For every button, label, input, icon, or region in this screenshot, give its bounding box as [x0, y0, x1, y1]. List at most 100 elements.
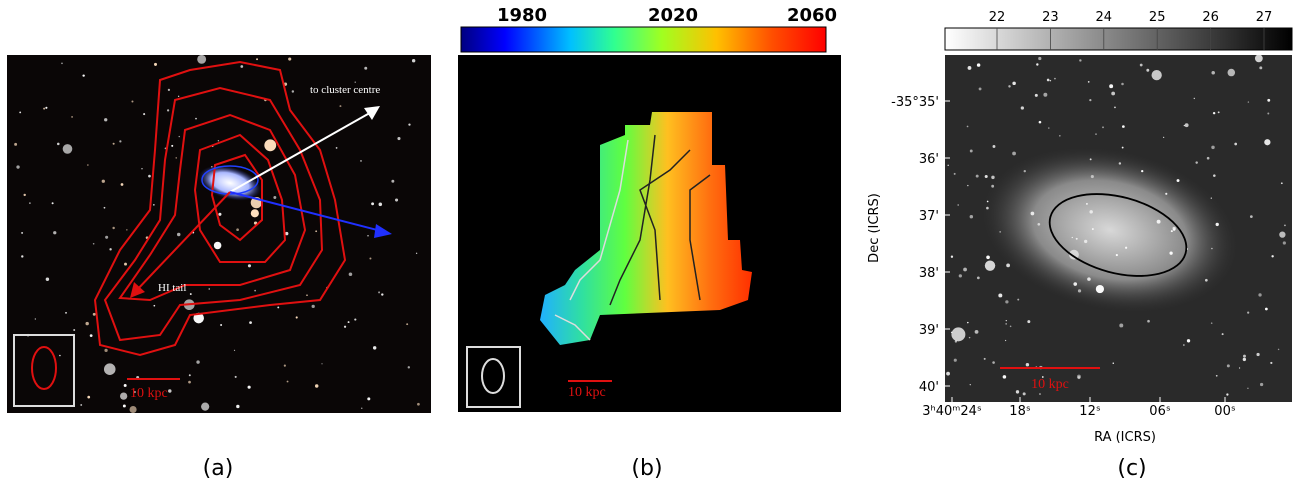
galaxy — [981, 147, 1239, 313]
arrow-cluster — [229, 109, 376, 193]
star — [1264, 307, 1268, 311]
star — [1087, 277, 1091, 281]
star — [986, 200, 989, 203]
star — [1102, 126, 1104, 129]
star — [1227, 68, 1236, 77]
star — [120, 392, 128, 400]
star — [951, 327, 966, 342]
star — [999, 230, 1002, 233]
star — [1210, 322, 1213, 324]
star — [153, 204, 155, 206]
star — [45, 277, 50, 281]
star — [371, 202, 375, 206]
star — [148, 174, 151, 178]
star — [168, 389, 172, 393]
star — [1256, 352, 1260, 357]
star — [250, 209, 259, 218]
star — [133, 390, 136, 394]
star — [1036, 63, 1039, 66]
star — [1184, 123, 1189, 128]
star — [126, 229, 128, 231]
x-tick-label: 06ˢ — [1149, 404, 1171, 419]
star — [1204, 278, 1208, 282]
star — [946, 371, 950, 376]
star — [220, 324, 223, 327]
star — [288, 57, 292, 61]
star — [1022, 392, 1026, 396]
star — [369, 257, 372, 260]
star — [957, 204, 959, 206]
star — [991, 175, 995, 180]
star — [188, 380, 191, 384]
star — [1047, 127, 1050, 129]
star — [1020, 106, 1024, 110]
star — [975, 174, 979, 178]
star — [367, 235, 369, 237]
star — [1034, 93, 1038, 97]
star — [1121, 146, 1124, 149]
star — [56, 142, 60, 146]
star — [1247, 101, 1250, 103]
star — [92, 312, 96, 316]
star — [1084, 239, 1088, 244]
star — [247, 385, 251, 389]
iso-velocity — [554, 134, 711, 341]
colorbar-tick: 22 — [989, 10, 1006, 25]
star — [1243, 354, 1246, 358]
star — [213, 241, 222, 250]
star — [131, 100, 134, 103]
x-tick-label: 3ʰ40ᵐ24ˢ — [922, 404, 982, 419]
star — [176, 232, 181, 237]
aperture — [1048, 193, 1188, 277]
star — [963, 267, 967, 272]
star — [1247, 311, 1250, 314]
star — [1271, 255, 1274, 258]
colorbar-tick: 27 — [1256, 10, 1273, 25]
beam — [31, 346, 57, 390]
star — [273, 196, 277, 199]
scalebar-label: 10 kpc — [1031, 377, 1069, 392]
star — [407, 366, 410, 369]
star — [1071, 236, 1073, 239]
x-ticks: 3ʰ40ᵐ24ˢ 18ˢ 12ˢ 06ˢ 00ˢ — [922, 397, 1236, 419]
star — [112, 226, 115, 230]
star — [85, 321, 89, 326]
star — [1217, 111, 1220, 114]
star — [45, 106, 48, 109]
star — [1109, 84, 1114, 89]
star — [141, 168, 143, 170]
star — [969, 384, 971, 386]
star — [367, 397, 371, 401]
star — [1005, 339, 1007, 342]
star — [1176, 179, 1180, 183]
star — [80, 404, 83, 406]
scalebar-label: 10 kpc — [130, 386, 168, 401]
star — [974, 330, 979, 334]
panel-c: 22 23 24 25 26 27 10 kpc -35°35' 36' 37' 38' 39' 4… — [867, 10, 1293, 481]
star — [21, 255, 24, 258]
arrow-head — [364, 106, 380, 120]
star — [1023, 169, 1026, 173]
star — [1095, 284, 1104, 294]
star — [1095, 133, 1097, 135]
star — [1156, 219, 1161, 224]
star — [976, 276, 980, 280]
star — [1211, 145, 1215, 150]
star — [236, 404, 240, 409]
star — [21, 231, 24, 234]
star — [1012, 151, 1016, 156]
star — [101, 179, 105, 183]
x-tick-label: 12ˢ — [1079, 404, 1101, 419]
star — [188, 374, 191, 377]
star — [354, 81, 356, 83]
star — [1267, 98, 1271, 102]
star — [315, 230, 318, 233]
star — [82, 74, 85, 77]
star — [968, 336, 971, 339]
star — [1002, 375, 1007, 379]
velocity-map — [540, 112, 752, 345]
star — [408, 123, 411, 126]
star — [1279, 231, 1286, 238]
star — [967, 184, 969, 187]
star — [1226, 393, 1229, 396]
